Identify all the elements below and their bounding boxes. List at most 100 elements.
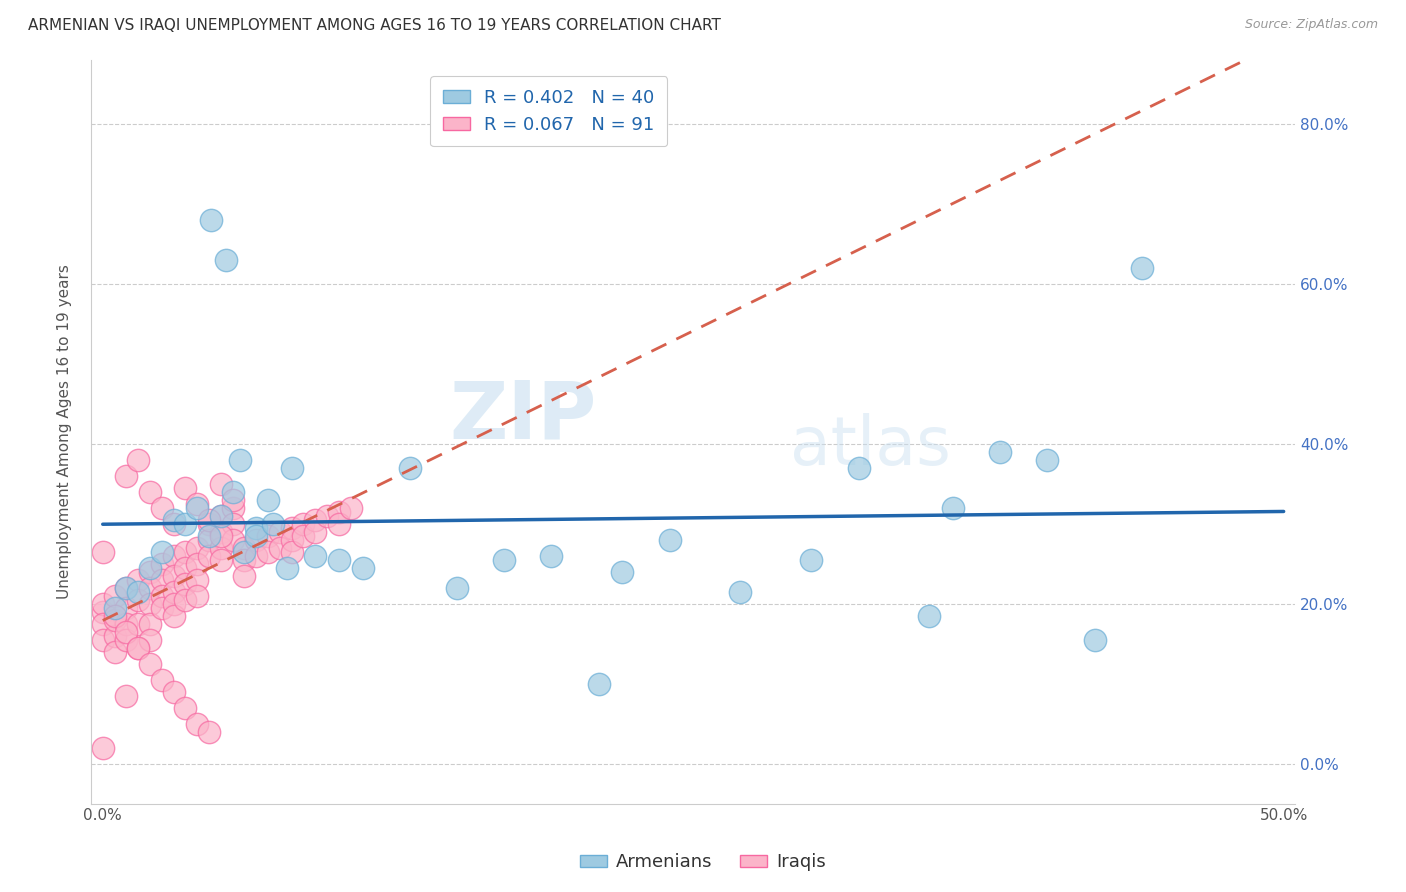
Point	[446, 581, 468, 595]
Point	[221, 516, 243, 531]
Point	[304, 549, 326, 563]
Point	[186, 589, 208, 603]
Point	[257, 544, 280, 558]
Point	[245, 520, 267, 534]
Point	[139, 616, 162, 631]
Point	[150, 673, 173, 687]
Point	[115, 581, 138, 595]
Point	[139, 657, 162, 671]
Point	[91, 544, 114, 558]
Point	[162, 608, 184, 623]
Point	[328, 505, 350, 519]
Point	[186, 573, 208, 587]
Point	[209, 524, 232, 539]
Point	[139, 565, 162, 579]
Point	[103, 613, 125, 627]
Point	[280, 544, 302, 558]
Point	[988, 444, 1011, 458]
Point	[588, 676, 610, 690]
Point	[162, 597, 184, 611]
Point	[848, 460, 870, 475]
Point	[245, 528, 267, 542]
Point	[115, 689, 138, 703]
Point	[127, 640, 149, 655]
Point	[276, 560, 298, 574]
Point	[304, 513, 326, 527]
Point	[115, 600, 138, 615]
Point	[103, 645, 125, 659]
Point	[150, 600, 173, 615]
Point	[245, 533, 267, 547]
Point	[174, 700, 197, 714]
Point	[115, 616, 138, 631]
Point	[115, 581, 138, 595]
Point	[139, 632, 162, 647]
Point	[103, 629, 125, 643]
Point	[257, 492, 280, 507]
Point	[269, 524, 291, 539]
Point	[328, 552, 350, 566]
Text: atlas: atlas	[790, 414, 950, 480]
Point	[658, 533, 681, 547]
Point	[800, 552, 823, 566]
Point	[233, 552, 256, 566]
Point	[918, 608, 941, 623]
Point	[245, 549, 267, 563]
Point	[198, 528, 221, 542]
Point	[186, 541, 208, 555]
Point	[198, 724, 221, 739]
Point	[292, 528, 315, 542]
Point	[280, 533, 302, 547]
Point	[115, 468, 138, 483]
Point	[233, 544, 256, 558]
Point	[214, 252, 236, 267]
Point	[233, 568, 256, 582]
Point	[174, 544, 197, 558]
Point	[221, 484, 243, 499]
Point	[494, 552, 516, 566]
Point	[162, 549, 184, 563]
Point	[730, 584, 752, 599]
Point	[229, 452, 252, 467]
Point	[115, 624, 138, 639]
Point	[233, 541, 256, 555]
Point	[1084, 632, 1107, 647]
Point	[127, 592, 149, 607]
Point	[127, 640, 149, 655]
Point	[221, 533, 243, 547]
Point	[316, 508, 339, 523]
Point	[269, 541, 291, 555]
Point	[150, 573, 173, 587]
Point	[1130, 260, 1153, 275]
Legend: R = 0.402   N = 40, R = 0.067   N = 91: R = 0.402 N = 40, R = 0.067 N = 91	[430, 76, 668, 146]
Point	[139, 581, 162, 595]
Point	[339, 500, 361, 515]
Point	[139, 560, 162, 574]
Point	[328, 516, 350, 531]
Point	[198, 516, 221, 531]
Point	[221, 492, 243, 507]
Point	[91, 597, 114, 611]
Point	[209, 476, 232, 491]
Point	[186, 557, 208, 571]
Point	[942, 500, 965, 515]
Text: ZIP: ZIP	[450, 377, 596, 456]
Point	[162, 584, 184, 599]
Point	[304, 524, 326, 539]
Point	[91, 740, 114, 755]
Text: ARMENIAN VS IRAQI UNEMPLOYMENT AMONG AGES 16 TO 19 YEARS CORRELATION CHART: ARMENIAN VS IRAQI UNEMPLOYMENT AMONG AGE…	[28, 18, 721, 33]
Point	[198, 533, 221, 547]
Point	[139, 484, 162, 499]
Point	[280, 460, 302, 475]
Point	[150, 500, 173, 515]
Point	[150, 557, 173, 571]
Point	[292, 516, 315, 531]
Point	[115, 632, 138, 647]
Point	[103, 589, 125, 603]
Point	[1036, 452, 1059, 467]
Point	[209, 541, 232, 555]
Point	[174, 481, 197, 495]
Point	[209, 528, 232, 542]
Point	[127, 573, 149, 587]
Point	[209, 552, 232, 566]
